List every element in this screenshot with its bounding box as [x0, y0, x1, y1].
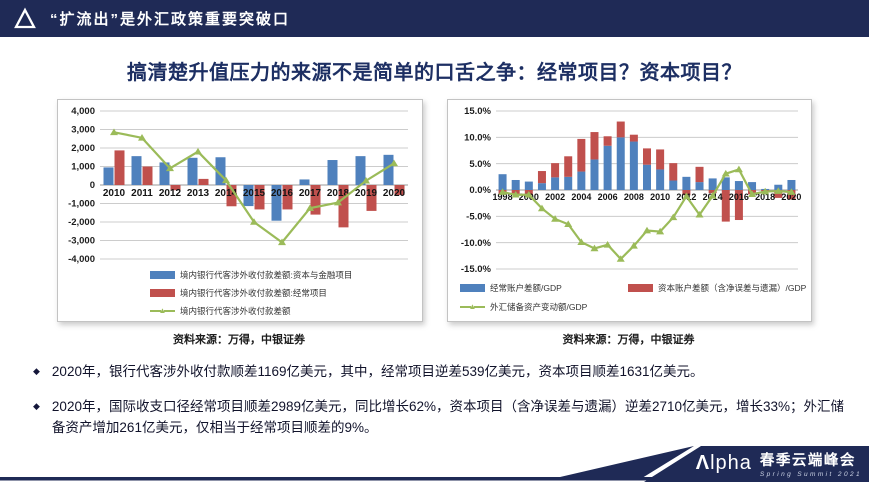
svg-text:4,000: 4,000: [71, 106, 95, 117]
legend-item: ▲ 境内银行代客涉外收付款差额: [150, 302, 422, 320]
legend-item: 境内银行代客涉外收付款差额:资本与金融项目: [150, 266, 422, 284]
svg-text:-1,000: -1,000: [68, 199, 95, 210]
blue-bar-swatch-icon: [460, 283, 485, 292]
alpha-triangle-logo-icon: [13, 7, 37, 31]
svg-text:-2,000: -2,000: [68, 217, 95, 228]
red-bar-swatch-icon: [628, 283, 653, 292]
legend-label: 经常账户差额/GDP: [490, 282, 562, 293]
svg-text:2015: 2015: [243, 188, 266, 199]
legend-item: 经常账户差额/GDP: [460, 278, 628, 297]
svg-text:-3,000: -3,000: [68, 236, 95, 247]
slide-title: 搞清楚升值压力的来源不是简单的口舌之争：经常项目？资本项目？: [127, 62, 742, 84]
legend-label: 资本账户差额（含净误差与遗漏）/GDP: [658, 282, 807, 293]
svg-text:5.0%: 5.0%: [469, 159, 491, 170]
green-line-swatch-icon: ▲: [460, 302, 486, 311]
legend-label: 境内银行代客涉外收付款差额:资本与金融项目: [180, 270, 353, 280]
svg-text:2016: 2016: [729, 192, 749, 202]
svg-text:2010: 2010: [650, 192, 670, 202]
bullet-text: 2020年，国际收支口径经常项目顺差2989亿美元，同比增长62%，资本项目（含…: [51, 398, 845, 435]
bullet-list: ◆ 2020年，银行代客涉外收付款顺差1169亿美元，其中，经常项目逆差539亿…: [33, 362, 849, 439]
left-chart-source: 资料来源：万得，中银证券: [173, 334, 305, 346]
svg-text:3,000: 3,000: [71, 125, 95, 136]
svg-text:0: 0: [90, 180, 95, 191]
right-chart: 15.0% 10.0% 5.0% 0.0% -5.0% -10.0% -15.0% 1998 2…: [447, 99, 812, 322]
svg-text:2006: 2006: [598, 192, 618, 202]
bullet-item: ◆ 2020年，银行代客涉外收付款顺差1169亿美元，其中，经常项目逆差539亿…: [33, 362, 849, 383]
right-chart-plot: 15.0% 10.0% 5.0% 0.0% -5.0% -10.0% -15.0% 1998 2…: [450, 103, 806, 280]
svg-text:-15.0%: -15.0%: [461, 264, 492, 275]
blue-bar-swatch-icon: [150, 271, 175, 279]
legend-item: 境内银行代客涉外收付款差额:经常项目: [150, 284, 422, 302]
legend-label: 境内银行代客涉外收付款差额:经常项目: [180, 288, 327, 298]
svg-text:2012: 2012: [159, 188, 182, 199]
svg-text:2010: 2010: [103, 188, 126, 199]
left-chart-plot: 4,000 3,000 2,000 1,000 0 -1,000 -2,000 -3,000 -…: [60, 103, 418, 270]
legend-label: 境内银行代客涉外收付款差额: [180, 306, 291, 316]
svg-text:2020: 2020: [781, 192, 801, 202]
svg-text:2016: 2016: [271, 188, 294, 199]
right-chart-legend: 经常账户差额/GDP 资本账户差额（含净误差与遗漏）/GDP ▲ 外汇储备资产变…: [448, 278, 811, 316]
svg-text:2,000: 2,000: [71, 143, 95, 154]
svg-text:2018: 2018: [755, 192, 775, 202]
legend-item: ▲ 外汇储备资产变动额/GDP: [460, 297, 811, 316]
left-chart-legend: 境内银行代客涉外收付款差额:资本与金融项目 境内银行代客涉外收付款差额:经常项目…: [58, 266, 422, 320]
left-chart: 4,000 3,000 2,000 1,000 0 -1,000 -2,000 -3,000 -…: [57, 99, 423, 322]
green-line-swatch-icon: ▲: [150, 307, 176, 315]
svg-text:1,000: 1,000: [71, 162, 95, 173]
svg-text:2019: 2019: [355, 188, 378, 199]
summit-banner: Λlpha 春季云端峰会 Spring Summit 2021: [696, 449, 862, 478]
svg-text:2011: 2011: [131, 188, 153, 199]
banner-title-cn: 春季云端峰会: [759, 453, 856, 469]
svg-text:2004: 2004: [571, 192, 591, 202]
alpha-wordmark: Λlpha: [695, 452, 752, 474]
svg-text:-5.0%: -5.0%: [466, 212, 491, 223]
svg-text:1998: 1998: [493, 192, 513, 202]
svg-text:-10.0%: -10.0%: [461, 238, 492, 249]
svg-text:0.0%: 0.0%: [469, 185, 491, 196]
diamond-bullet-icon: ◆: [33, 400, 40, 411]
right-chart-source: 资料来源：万得，中银证券: [562, 334, 695, 346]
svg-text:2017: 2017: [299, 188, 322, 199]
svg-text:-4,000: -4,000: [68, 254, 95, 265]
svg-text:2013: 2013: [187, 188, 210, 199]
diamond-bullet-icon: ◆: [33, 366, 40, 376]
bullet-text: 2020年，银行代客涉外收付款顺差1169亿美元，其中，经常项目逆差539亿美元…: [51, 364, 704, 379]
legend-item: 资本账户差额（含净误差与遗漏）/GDP: [628, 278, 808, 297]
header-title: “扩流出”是外汇政策重要突破口: [50, 11, 291, 28]
header-bar: “扩流出”是外汇政策重要突破口: [0, 0, 869, 37]
svg-text:2002: 2002: [545, 192, 565, 202]
svg-text:2020: 2020: [383, 188, 406, 199]
svg-text:10.0%: 10.0%: [464, 133, 491, 144]
svg-text:2014: 2014: [215, 188, 238, 199]
svg-text:2008: 2008: [624, 192, 644, 202]
bullet-item: ◆ 2020年，国际收支口径经常项目顺差2989亿美元，同比增长62%，资本项目…: [33, 397, 849, 439]
svg-text:15.0%: 15.0%: [464, 106, 491, 117]
legend-label: 外汇储备资产变动额/GDP: [490, 301, 588, 312]
banner-title-en: Spring Summit 2021: [759, 471, 862, 478]
red-bar-swatch-icon: [150, 289, 175, 297]
footer-decoration: [0, 446, 869, 482]
svg-text:2018: 2018: [327, 188, 350, 199]
